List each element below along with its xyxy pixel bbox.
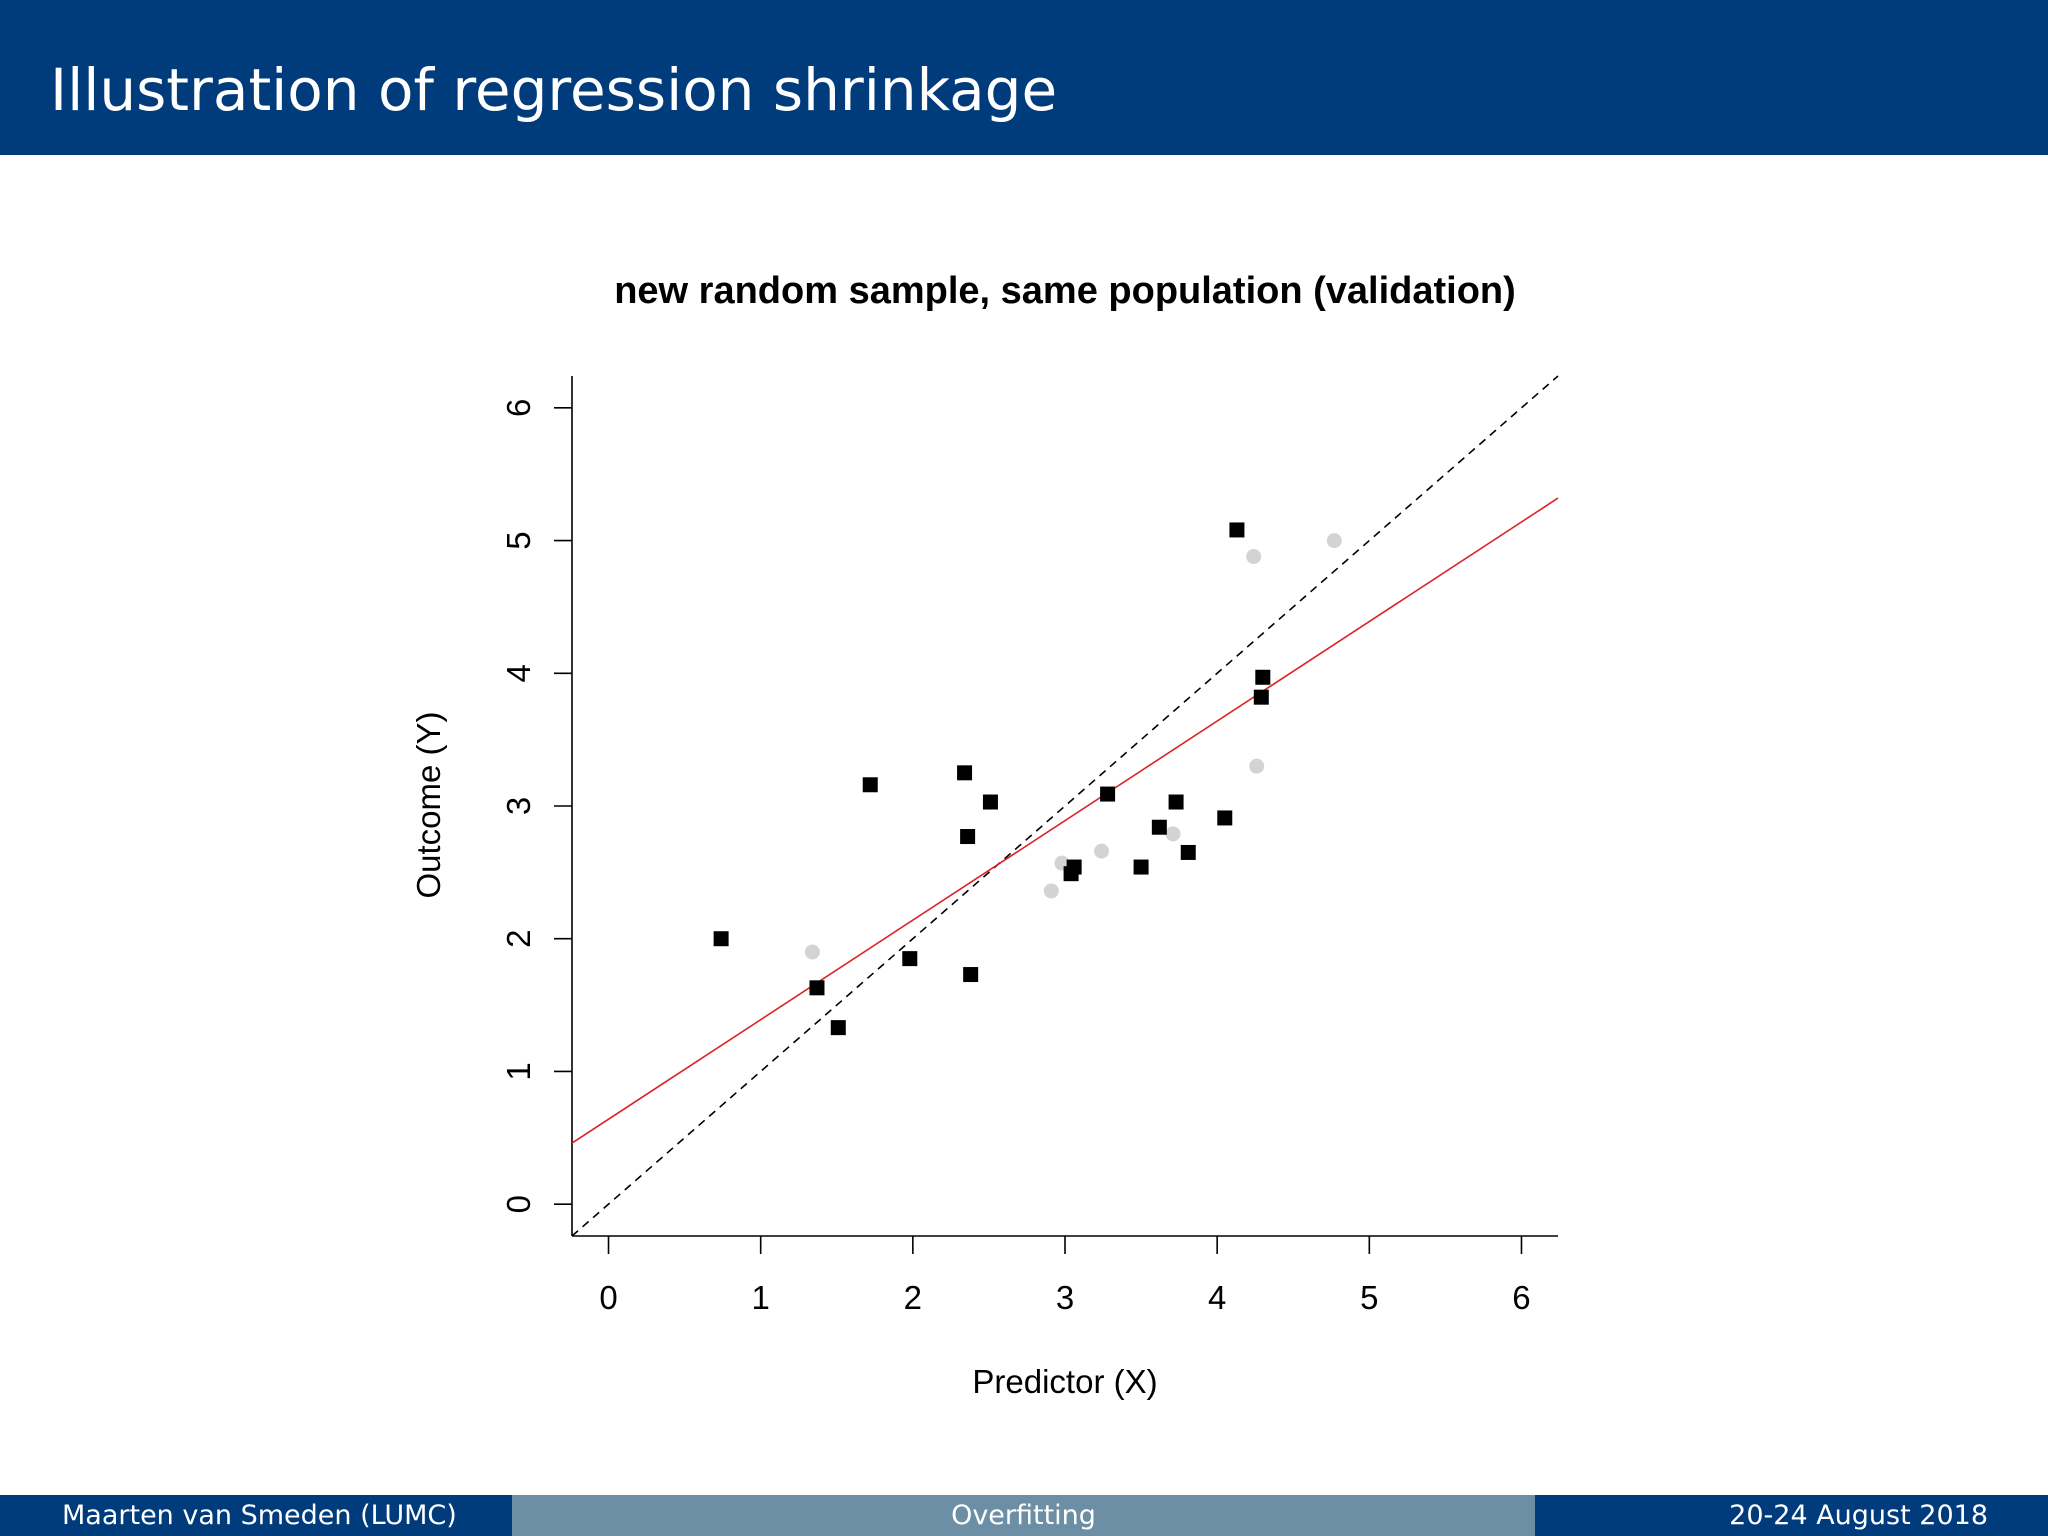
y-tick-label: 3	[500, 797, 537, 815]
x-tick-label: 4	[1208, 1279, 1226, 1316]
square-point	[713, 931, 729, 947]
identity-line	[571, 375, 1559, 1237]
x-tick-label: 2	[904, 1279, 922, 1316]
calibration-line	[571, 497, 1559, 1144]
axes: 0 1 2 3 4 5 6 0 1 2 3 4 5 6	[500, 376, 1558, 1316]
square-point	[1151, 819, 1167, 835]
x-axis-label: Predictor (X)	[972, 1363, 1157, 1400]
square-point	[1066, 859, 1082, 875]
circle-point	[1165, 826, 1181, 842]
circle-point	[1043, 883, 1059, 899]
circle-point	[1249, 758, 1265, 774]
square-point	[1133, 859, 1149, 875]
reference-lines	[571, 375, 1559, 1237]
square-point	[1253, 689, 1269, 705]
y-tick-label: 5	[500, 531, 537, 549]
square-point	[809, 980, 825, 996]
footer-topic: Overfitting	[512, 1495, 1535, 1536]
footer-author: Maarten van Smeden (LUMC)	[0, 1495, 512, 1536]
y-tick-label: 0	[500, 1195, 537, 1213]
footer-date: 20-24 August 2018	[1535, 1495, 2048, 1536]
x-tick-label: 1	[751, 1279, 769, 1316]
y-tick-label: 1	[500, 1062, 537, 1080]
square-point	[1100, 786, 1116, 802]
square-point	[982, 794, 998, 810]
x-tick-label: 6	[1512, 1279, 1530, 1316]
square-point	[963, 967, 979, 983]
circle-point	[1246, 548, 1262, 564]
slide-footer: Maarten van Smeden (LUMC) Overfitting 20…	[0, 1495, 2048, 1536]
y-tick-label: 4	[500, 664, 537, 682]
y-tick-label: 6	[500, 399, 537, 417]
circle-point	[1094, 843, 1110, 859]
y-tick-label: 2	[500, 930, 537, 948]
data-points	[713, 522, 1342, 1036]
x-tick-label: 5	[1360, 1279, 1378, 1316]
square-point	[830, 1020, 846, 1036]
square-point	[1229, 522, 1245, 538]
chart-title: new random sample, same population (vali…	[614, 270, 1516, 312]
square-point	[960, 829, 976, 845]
y-axis-label: Outcome (Y)	[410, 711, 447, 898]
scatter-chart: new random sample, same population (vali…	[410, 270, 1559, 1400]
square-point	[1168, 794, 1184, 810]
slide-header: Illustration of regression shrinkage	[0, 0, 2048, 155]
slide-title: Illustration of regression shrinkage	[50, 56, 1058, 124]
x-tick-label: 3	[1056, 1279, 1074, 1316]
square-point	[902, 951, 918, 967]
square-point	[1217, 810, 1233, 826]
circle-point	[804, 944, 820, 960]
square-point	[862, 777, 878, 793]
square-point	[1255, 669, 1271, 685]
square-point	[1180, 844, 1196, 860]
x-tick-label: 0	[599, 1279, 617, 1316]
circle-point	[1326, 533, 1342, 549]
square-point	[957, 765, 973, 781]
